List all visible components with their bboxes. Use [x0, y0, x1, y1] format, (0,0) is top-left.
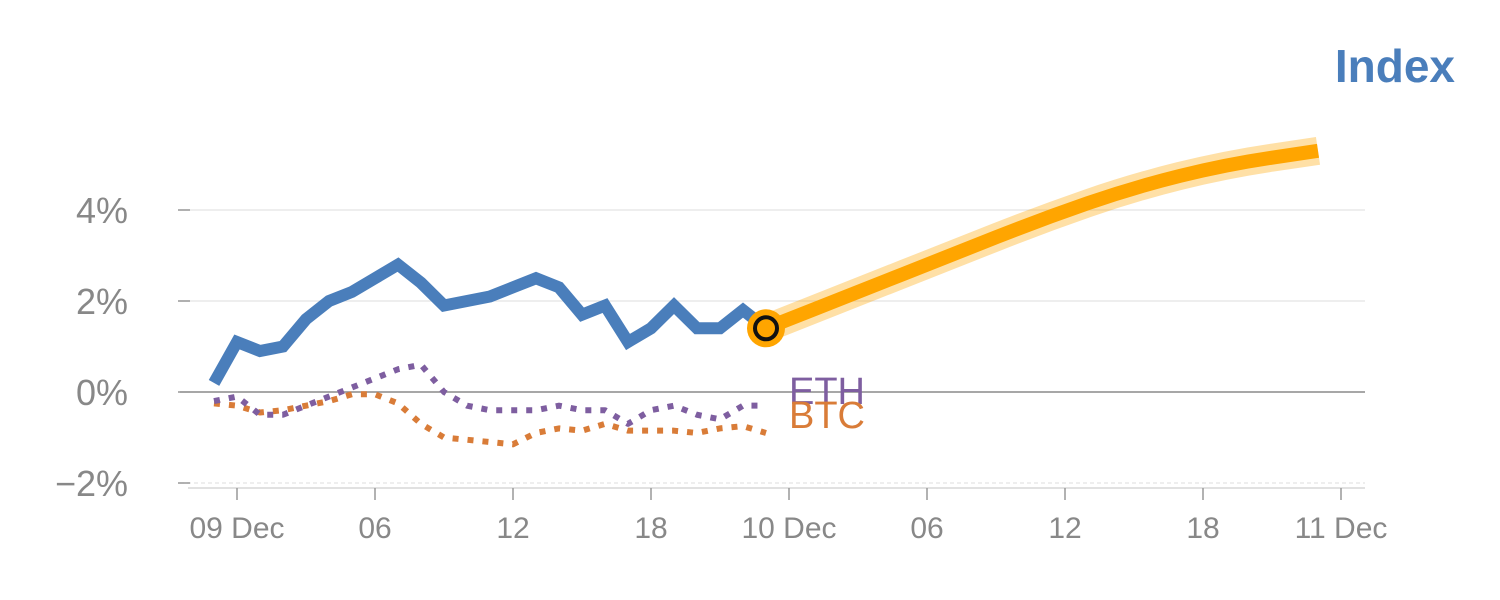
- series-line-btc: [213, 391, 767, 448]
- series-label-btc: BTC: [789, 395, 865, 437]
- series-label-eth: ETH: [789, 371, 865, 413]
- y-tick-label: 4%: [76, 190, 128, 231]
- x-tick-label: 18: [634, 512, 667, 545]
- projection-line: [763, 143, 1320, 335]
- x-tick-label: 10 Dec: [741, 512, 836, 545]
- x-tick-label: 12: [1048, 512, 1081, 545]
- x-tick-label: 09 Dec: [189, 512, 284, 545]
- x-tick-label: 11 Dec: [1295, 512, 1388, 545]
- x-tick-label: 06: [910, 512, 943, 545]
- y-tick-label: 0%: [76, 372, 128, 413]
- x-tick-label: 06: [358, 512, 391, 545]
- series-line-index: [208, 257, 770, 386]
- y-tick-label: 2%: [76, 281, 128, 322]
- current-point-marker: [753, 315, 779, 342]
- series-line-eth: [213, 361, 766, 427]
- y-tick-label: −2%: [55, 463, 128, 504]
- x-tick-label: 18: [1186, 512, 1219, 545]
- chart-title: Index: [1335, 40, 1456, 92]
- x-tick-label: 12: [496, 512, 529, 545]
